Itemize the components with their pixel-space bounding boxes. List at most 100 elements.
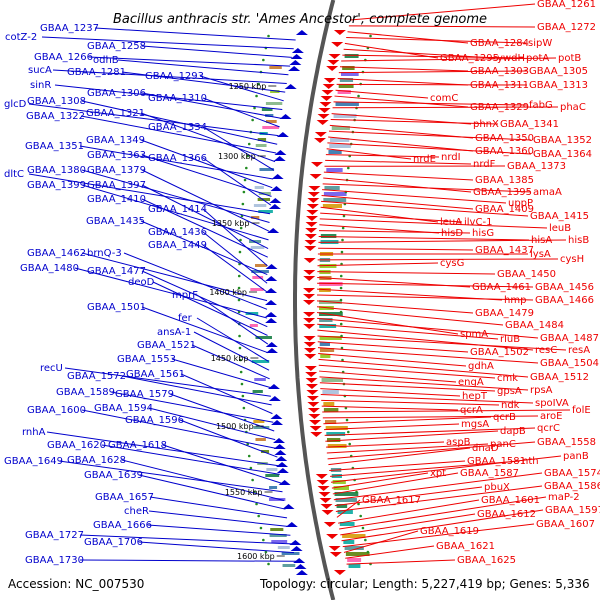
topology-text: Topology: circular; Length: 5,227,419 bp… bbox=[259, 577, 590, 591]
feature-band bbox=[251, 360, 270, 363]
gc-dot bbox=[243, 178, 247, 182]
gene-label-left: GBAA_1501 bbox=[87, 302, 146, 313]
kbp-label: 1350 kbp bbox=[212, 219, 250, 228]
leader-line bbox=[138, 541, 295, 554]
gene-label-right: lysA bbox=[530, 249, 551, 260]
leader-line bbox=[316, 300, 474, 314]
forward-feature-arrow bbox=[304, 234, 317, 239]
reverse-feature-arrow bbox=[276, 468, 289, 473]
gene-label-right: leuA bbox=[440, 217, 462, 228]
gene-label-left: GBAA_1366 bbox=[148, 153, 207, 164]
forward-feature-arrow bbox=[307, 402, 320, 407]
gene-label-left: sucA bbox=[28, 65, 52, 76]
leader-line bbox=[317, 323, 499, 340]
leader-line bbox=[46, 431, 279, 467]
gene-label-right: aroE bbox=[540, 411, 562, 422]
gene-label-right: GBAA_1456 bbox=[535, 282, 594, 293]
leader-line bbox=[148, 510, 289, 528]
gc-dot bbox=[241, 394, 245, 398]
reverse-feature-arrow bbox=[265, 300, 277, 305]
forward-feature-arrow bbox=[304, 366, 317, 371]
gene-label-right: GBAA_1341 bbox=[500, 119, 559, 130]
forward-feature-arrow bbox=[327, 60, 340, 65]
reverse-feature-arrow bbox=[267, 384, 280, 389]
reverse-feature-arrow bbox=[294, 564, 307, 569]
leader-line bbox=[321, 405, 459, 411]
leader-line bbox=[342, 54, 525, 59]
gene-label-right: qcrB bbox=[493, 412, 516, 423]
leader-line bbox=[337, 499, 480, 524]
forward-feature-arrow bbox=[303, 294, 316, 299]
leader-line bbox=[141, 270, 268, 328]
leader-line bbox=[334, 486, 483, 507]
gene-label-right: GBAA_1586 bbox=[544, 481, 600, 492]
reverse-feature-arrow bbox=[265, 312, 278, 317]
feature-band bbox=[255, 264, 267, 267]
leader-line bbox=[329, 124, 474, 139]
forward-feature-arrow bbox=[318, 108, 331, 113]
feature-band bbox=[333, 114, 357, 118]
leader-line bbox=[324, 427, 536, 436]
gene-label-right: leuB bbox=[549, 223, 571, 234]
forward-feature-arrow bbox=[306, 204, 319, 209]
feature-band bbox=[252, 276, 264, 279]
leader-line bbox=[339, 66, 469, 72]
reverse-feature-arrow bbox=[265, 342, 278, 347]
forward-feature-arrow bbox=[317, 114, 330, 119]
gc-dot bbox=[339, 298, 343, 302]
feature-band bbox=[250, 246, 265, 249]
leader-line bbox=[342, 523, 535, 548]
gene-label-right: phaC bbox=[560, 102, 586, 113]
leader-line bbox=[326, 443, 489, 454]
feature-band bbox=[342, 534, 366, 538]
gc-dot bbox=[251, 478, 254, 482]
gene-label-right: qcrA bbox=[460, 405, 483, 416]
forward-feature-arrow bbox=[323, 522, 336, 527]
forward-feature-arrow bbox=[306, 396, 319, 401]
gene-label-right: GBAA_1502 bbox=[470, 347, 529, 358]
leader-line bbox=[343, 48, 496, 59]
reverse-feature-arrow bbox=[267, 228, 280, 233]
feature-band bbox=[250, 288, 264, 291]
leader-line bbox=[317, 335, 567, 351]
gc-dot bbox=[238, 250, 242, 254]
leader-line bbox=[317, 262, 439, 267]
leader-line bbox=[74, 267, 268, 319]
forward-feature-arrow bbox=[320, 96, 333, 101]
leader-line bbox=[333, 101, 528, 106]
gene-label-left: GBAA_1380 bbox=[27, 165, 86, 176]
forward-feature-arrow bbox=[328, 54, 341, 59]
gene-label-right: GBAA_1295 bbox=[440, 53, 499, 64]
leader-line bbox=[322, 189, 507, 204]
leader-line bbox=[336, 499, 361, 518]
gene-label-right: nrdE bbox=[413, 154, 436, 165]
leader-line bbox=[121, 71, 286, 93]
feature-band bbox=[335, 498, 357, 502]
leader-line bbox=[191, 344, 270, 380]
leader-line bbox=[336, 83, 528, 86]
reverse-feature-arrow bbox=[270, 414, 283, 419]
feature-band bbox=[319, 336, 342, 340]
leader-line bbox=[162, 444, 282, 484]
feature-band bbox=[343, 540, 355, 544]
gene-label-right: hisA bbox=[531, 235, 552, 246]
gc-dot bbox=[357, 502, 360, 506]
feature-band bbox=[253, 420, 265, 423]
gene-label-left: GBAA_1666 bbox=[93, 520, 152, 531]
gene-label-left: GBAA_1334 bbox=[148, 122, 207, 133]
forward-feature-arrow bbox=[310, 432, 323, 437]
feature-band bbox=[326, 432, 346, 436]
leader-line bbox=[325, 159, 472, 165]
gene-label-right: comC bbox=[430, 93, 458, 104]
gene-label-right: phnX bbox=[473, 119, 499, 130]
leader-line bbox=[180, 373, 273, 415]
gene-label-right: GBAA_1415 bbox=[530, 211, 589, 222]
leader-line bbox=[321, 200, 529, 217]
gc-dot bbox=[247, 454, 251, 458]
forward-feature-arrow bbox=[303, 348, 316, 353]
leader-line bbox=[317, 258, 559, 261]
gc-dot bbox=[237, 274, 241, 278]
gc-dot bbox=[249, 466, 253, 470]
gene-label-right: GBAA_1261 bbox=[537, 0, 596, 10]
